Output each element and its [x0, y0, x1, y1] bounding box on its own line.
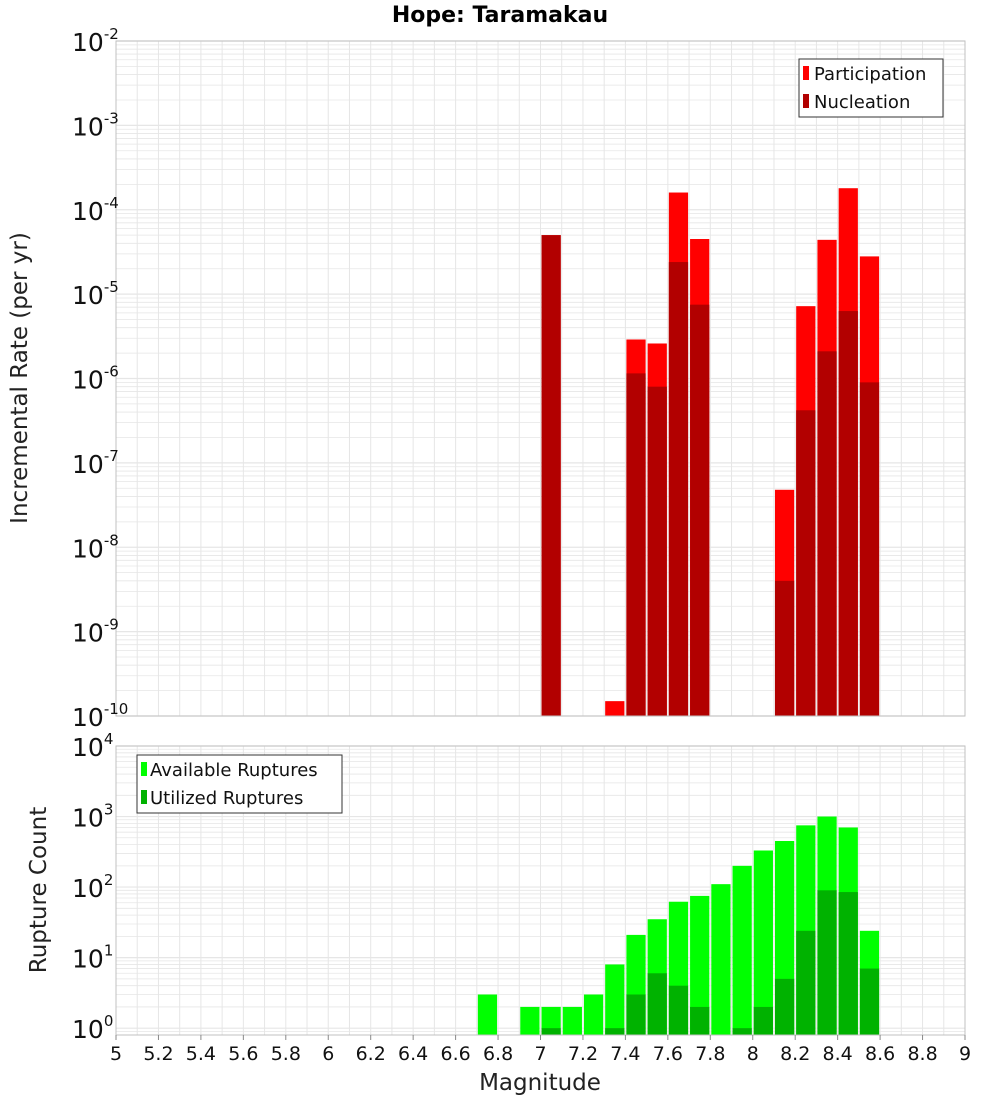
- x-tick-label: 8.6: [865, 1043, 895, 1065]
- top-y-tick-label: 10-4: [72, 194, 119, 226]
- x-tick-label: 6.8: [483, 1043, 513, 1065]
- bottom-bar-b: [605, 1028, 625, 1035]
- bottom-y-tick-label: 101: [72, 942, 113, 974]
- bottom-bar-b: [647, 973, 667, 1035]
- bottom-bar-a: [520, 1006, 540, 1035]
- x-tick-label: 8.8: [907, 1043, 937, 1065]
- top-bar-b: [859, 382, 880, 716]
- chart-title: Hope: Taramakau: [392, 3, 608, 28]
- bottom-bar-b: [732, 1028, 752, 1035]
- top-y-tick-label: 10-5: [72, 278, 119, 310]
- top-bar-b: [668, 262, 689, 716]
- bottom-bar-b: [796, 930, 816, 1035]
- top-y-tick-label: 10-8: [72, 531, 119, 563]
- x-tick-label: 8.4: [823, 1043, 853, 1065]
- top-bars: [541, 188, 880, 717]
- x-tick-label: 6.6: [440, 1043, 470, 1065]
- x-tick-label: 6: [322, 1043, 334, 1065]
- bottom-bar-a: [562, 1006, 582, 1035]
- x-tick-label: 7.4: [610, 1043, 640, 1065]
- bottom-bar-b: [753, 1006, 773, 1035]
- x-tick-label: 8.2: [780, 1043, 810, 1065]
- bottom-bar-a: [605, 964, 625, 1035]
- top-plot-frame: [115, 40, 966, 717]
- top-y-tick-label: 10-7: [72, 447, 119, 479]
- legend-label-nucleation: Nucleation: [814, 92, 910, 113]
- legend-swatch-utilized: [141, 790, 147, 804]
- top-y-tick-labels: 10-10 10-9 10-8 10-7 10-6 10-5 10-4 10-3 10-2: [72, 25, 128, 732]
- top-bar-b: [626, 373, 646, 716]
- bottom-legend-box: [136, 754, 343, 814]
- top-y-tick-label: 10-10: [72, 700, 128, 732]
- bottom-panel: 100 101 102 103 104 5 5.2 5.4 5.6 5.8 6 6.2 6.4 6.6 6…: [26, 730, 971, 1096]
- bottom-bar-a: [583, 994, 604, 1035]
- x-tick-label: 5.2: [143, 1043, 173, 1065]
- x-tick-label: 5.4: [186, 1043, 216, 1065]
- x-axis-label: Magnitude: [479, 1070, 601, 1096]
- bottom-bar-a: [732, 865, 752, 1035]
- bottom-y-tick-label: 104: [72, 730, 113, 762]
- bottom-y-tick-label: 102: [72, 871, 113, 903]
- bottom-y-tick-labels: 100 101 102 103 104: [72, 730, 113, 1044]
- bottom-bar-a: [690, 895, 710, 1035]
- x-tick-labels: 5 5.2 5.4 5.6 5.8 6 6.2 6.4 6.6 6.8 7 7.2 7.4 7.6 7.8 8…: [110, 1035, 971, 1065]
- legend-label-participation: Participation: [814, 64, 926, 85]
- top-bar-b: [796, 410, 816, 716]
- bottom-bar-b: [541, 1028, 561, 1035]
- bottom-bar-b: [838, 892, 858, 1035]
- x-tick-label: 5.8: [271, 1043, 301, 1065]
- top-y-axis-label: Incremental Rate (per yr): [7, 232, 33, 524]
- bottom-bar-b: [859, 968, 880, 1035]
- top-legend-box: [798, 58, 944, 118]
- x-tick-label: 9: [959, 1043, 971, 1065]
- legend-swatch-nucleation: [803, 94, 809, 108]
- bottom-gridlines: [115, 745, 966, 1036]
- bottom-y-axis-label: Rupture Count: [26, 807, 52, 973]
- top-bar-a: [605, 701, 625, 716]
- bottom-bars: [477, 816, 880, 1035]
- top-gridlines: [115, 40, 966, 717]
- bottom-legend: Available Ruptures Utilized Ruptures: [136, 754, 343, 814]
- top-bar-b: [838, 311, 858, 716]
- bottom-bar-b: [774, 978, 795, 1035]
- bottom-bar-b: [817, 890, 837, 1035]
- bottom-y-tick-label: 100: [72, 1012, 113, 1044]
- x-tick-label: 5.6: [228, 1043, 258, 1065]
- x-tick-label: 7.2: [568, 1043, 598, 1065]
- bottom-bar-b: [668, 985, 689, 1035]
- bottom-bar-b: [626, 994, 646, 1035]
- legend-label-available: Available Ruptures: [150, 760, 318, 781]
- top-y-tick-label: 10-3: [72, 109, 119, 141]
- bottom-bar-a: [753, 850, 773, 1035]
- x-tick-label: 6.4: [398, 1043, 428, 1065]
- bottom-bar-a: [477, 994, 498, 1035]
- bottom-bar-a: [541, 1006, 561, 1035]
- top-panel: 10-10 10-9 10-8 10-7 10-6 10-5 10-4 10-3 10-2 In…: [7, 25, 966, 732]
- top-legend: Participation Nucleation: [798, 58, 944, 118]
- top-bar-b: [690, 304, 710, 716]
- legend-label-utilized: Utilized Ruptures: [150, 788, 303, 809]
- x-tick-label: 7.8: [695, 1043, 725, 1065]
- bottom-y-tick-label: 103: [72, 801, 113, 833]
- top-y-tick-label: 10-6: [72, 363, 119, 395]
- top-y-tick-label: 10-2: [72, 25, 119, 57]
- x-tick-label: 6.2: [356, 1043, 386, 1065]
- bottom-bar-a: [711, 884, 731, 1035]
- x-tick-label: 8: [747, 1043, 759, 1065]
- bottom-bar-b: [690, 1006, 710, 1035]
- top-bar-b: [817, 351, 837, 716]
- top-bar-b: [541, 235, 561, 716]
- x-tick-label: 7: [534, 1043, 546, 1065]
- legend-swatch-participation: [803, 66, 809, 80]
- top-y-tick-label: 10-9: [72, 616, 119, 648]
- x-tick-label: 5: [110, 1043, 122, 1065]
- x-tick-label: 7.6: [653, 1043, 683, 1065]
- top-bar-b: [774, 580, 795, 716]
- top-bar-b: [647, 386, 667, 716]
- legend-swatch-available: [141, 762, 147, 776]
